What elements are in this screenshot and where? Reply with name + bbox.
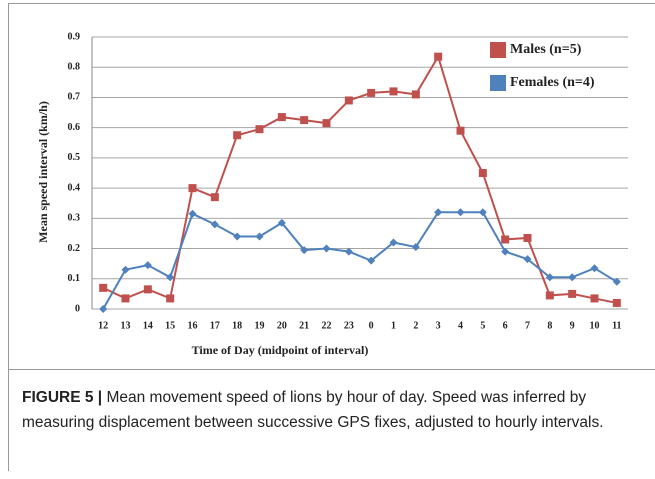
x-tick-label: 8 (547, 320, 552, 331)
x-tick-label: 12 (98, 320, 108, 331)
marker (322, 119, 331, 128)
marker (389, 87, 398, 96)
marker (590, 294, 599, 303)
marker (434, 52, 443, 61)
y-axis-label: Mean speed interval (km/h) (36, 101, 50, 243)
marker (568, 289, 577, 298)
marker (166, 294, 175, 303)
marker (233, 232, 242, 241)
x-tick-label: 21 (299, 320, 309, 331)
marker (322, 244, 331, 253)
marker (456, 208, 465, 217)
y-tick-label: 0.6 (68, 122, 81, 133)
marker (411, 243, 420, 252)
y-tick-label: 0.9 (68, 31, 81, 42)
y-tick-label: 0.2 (68, 243, 81, 254)
marker (478, 208, 487, 217)
marker (300, 246, 309, 255)
x-tick-label: 20 (277, 320, 287, 331)
y-tick-label: 0.4 (68, 182, 81, 193)
marker (456, 126, 465, 135)
x-tick-label: 22 (322, 320, 332, 331)
series-line (102, 54, 618, 304)
marker (344, 247, 353, 256)
marker (434, 208, 443, 217)
y-tick-label: 0.8 (68, 62, 81, 73)
marker (143, 261, 152, 270)
marker (545, 291, 554, 300)
legend-swatch (490, 75, 506, 91)
x-tick-label: 6 (503, 320, 508, 331)
marker (99, 305, 108, 313)
marker (501, 235, 510, 244)
marker (277, 113, 286, 122)
x-tick-label: 0 (369, 320, 374, 331)
y-tick-label: 0.7 (68, 92, 81, 103)
marker (545, 273, 554, 282)
x-tick-label: 4 (458, 320, 463, 331)
x-tick-label: 2 (413, 320, 418, 331)
caption-label: FIGURE 5 | (22, 389, 103, 406)
x-tick-label: 14 (143, 320, 153, 331)
x-tick-label: 23 (344, 320, 354, 331)
marker (188, 209, 197, 218)
chart: Time of Day (midpoint of interval) Mean … (36, 31, 628, 357)
marker (568, 273, 577, 282)
x-tick-label: 17 (210, 320, 220, 331)
marker (143, 285, 152, 294)
x-tick-label: 5 (480, 320, 485, 331)
caption: FIGURE 5 | Mean movement speed of lions … (22, 385, 642, 435)
marker (233, 131, 242, 140)
x-tick-label: 10 (590, 320, 600, 331)
marker (99, 283, 108, 292)
marker (590, 264, 599, 273)
x-tick-label: 7 (525, 320, 530, 331)
y-tick-label: 0.5 (68, 152, 81, 163)
marker (344, 96, 353, 105)
marker (523, 233, 532, 242)
y-tick-label: 0 (75, 303, 80, 314)
marker (367, 256, 376, 265)
marker (300, 116, 309, 125)
legend-label: Males (n=5) (510, 42, 582, 57)
x-tick-label: 15 (165, 320, 175, 331)
legend-swatch (490, 42, 506, 58)
legend-label: Females (n=4) (510, 75, 595, 90)
marker (255, 125, 264, 134)
x-tick-label: 1 (391, 320, 396, 331)
marker (188, 184, 197, 193)
marker (411, 90, 420, 99)
marker (210, 220, 219, 229)
x-tick-label: 11 (612, 320, 621, 331)
x-tick-label: 13 (121, 320, 131, 331)
x-tick-label: 3 (436, 320, 441, 331)
x-tick-label: 9 (570, 320, 575, 331)
marker (612, 298, 621, 307)
caption-rule (8, 368, 9, 471)
marker (121, 265, 130, 274)
marker (277, 218, 286, 227)
x-tick-label: 16 (188, 320, 198, 331)
marker (210, 193, 219, 202)
marker (121, 294, 130, 303)
caption-text: Mean movement speed of lions by hour of … (22, 389, 604, 431)
marker (255, 232, 264, 241)
marker (367, 88, 376, 97)
x-tick-label: 18 (232, 320, 242, 331)
x-tick-label: 19 (255, 320, 265, 331)
marker (389, 238, 398, 247)
x-axis-label: Time of Day (midpoint of interval) (192, 343, 369, 357)
y-tick-label: 0.1 (68, 273, 81, 284)
marker (501, 247, 510, 256)
marker (523, 255, 532, 264)
marker (166, 273, 175, 282)
series-line (102, 211, 618, 310)
marker (478, 169, 487, 177)
figure-frame (8, 3, 655, 370)
y-tick-label: 0.3 (68, 213, 81, 224)
marker (612, 277, 621, 286)
